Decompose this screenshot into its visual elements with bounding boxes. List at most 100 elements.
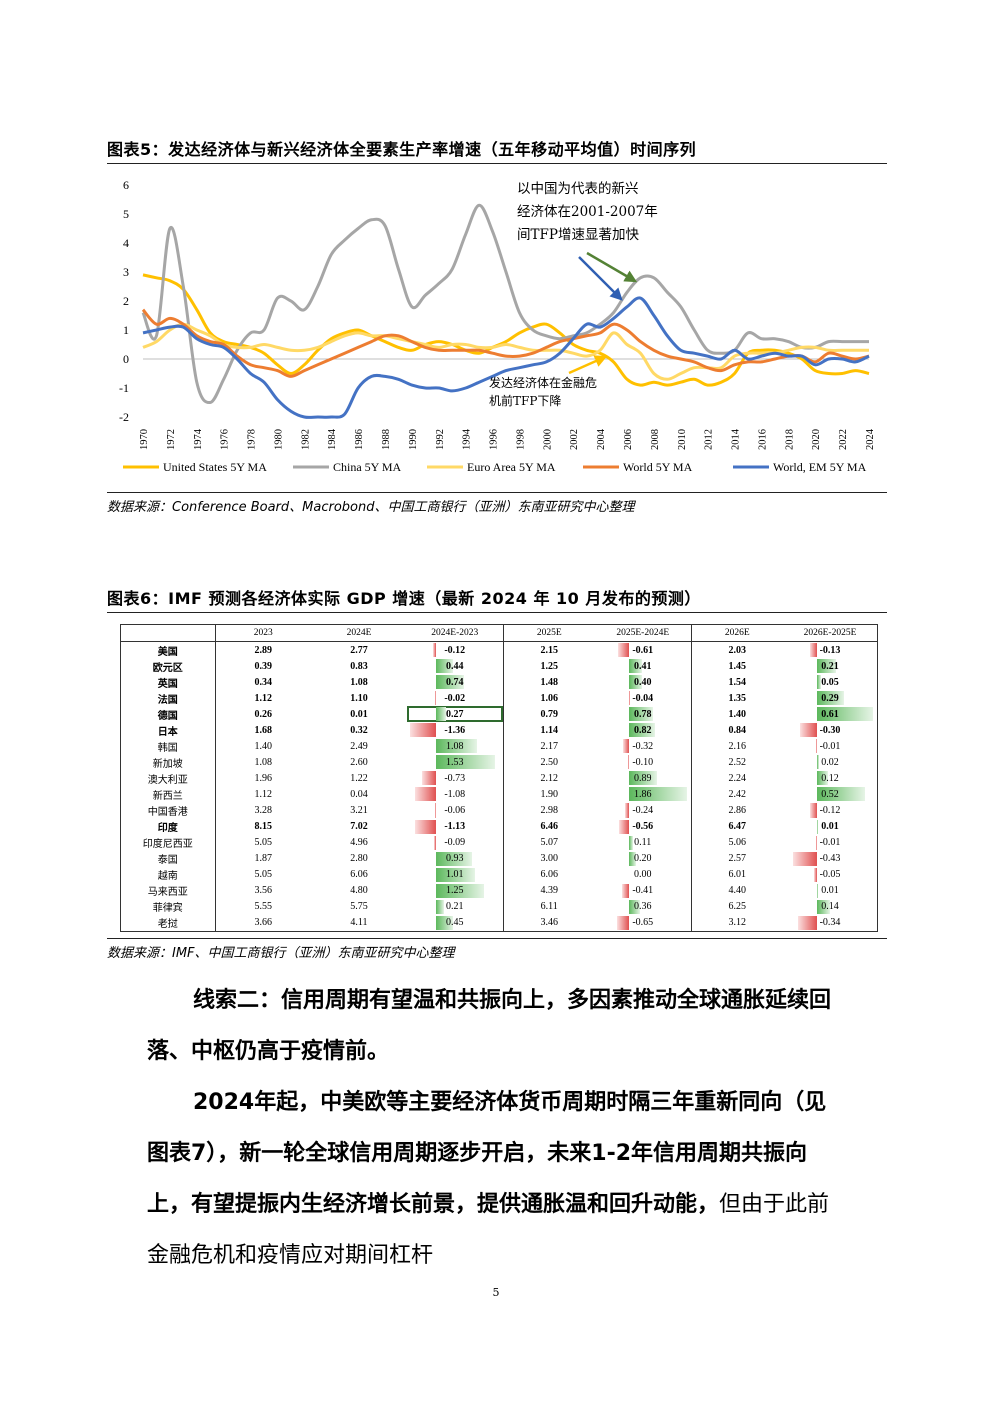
delta-cell: 0.12: [783, 770, 877, 786]
gdp-value: 8.15: [214, 818, 311, 835]
table-row: 中国香港 3.28 3.21 -0.06 2.98 -0.24 2.86 -0.12: [121, 802, 877, 819]
delta-cell: 1.86: [595, 786, 691, 802]
delta-value: 0.36: [634, 901, 652, 913]
negative-bar: [618, 643, 630, 658]
positive-bar: [629, 787, 687, 802]
delta-cell: -0.12: [407, 642, 503, 659]
country-name: 老挝: [157, 919, 178, 931]
table-row: 泰国 1.87 2.80 0.93 3.00 0.20 2.57 -0.43: [121, 850, 877, 867]
gdp-value: 4.11: [350, 917, 368, 929]
table-row: 越南 5.05 6.06 1.01 6.06 0.00 6.01 -0.05: [121, 866, 877, 883]
annotation-emerging-text: 间TFP增速显著加快: [517, 227, 639, 243]
arrow-blue: [578, 256, 623, 301]
x-tick-label: 1982: [300, 429, 311, 450]
delta-value: 0.05: [821, 676, 839, 688]
negative-bar: [814, 867, 817, 882]
gdp-value: 3.12: [690, 914, 783, 931]
table-header-cell: 2025E: [502, 625, 595, 642]
country-name: 新加坡: [152, 758, 183, 770]
gdp-value: 5.55: [214, 898, 311, 915]
annotation-advanced-text: 机前TFP下降: [489, 393, 561, 408]
positive-bar: [629, 851, 636, 866]
table-row: 日本 1.68 0.32 -1.36 1.14 0.82 0.84 -0.30: [121, 722, 877, 739]
table-header-cell: 2024E: [311, 625, 407, 642]
paragraph-credit-cycle-normal: 但由于此前金融危机和疫情应对期间杠杆: [147, 1192, 830, 1268]
annotation-emerging-text: 经济体在2001-2007年: [517, 204, 658, 220]
x-tick-label: 1986: [354, 429, 365, 450]
gdp-value: 1.45: [690, 658, 783, 675]
gdp-value: 2.89: [214, 641, 311, 659]
delta-value: 0.82: [634, 724, 652, 736]
delta-cell: 0.02: [783, 754, 877, 770]
figure6-source: 数据来源：IMF、中国工商银行（亚洲）东南亚研究中心整理: [107, 938, 887, 961]
delta-value: 0.61: [821, 708, 839, 720]
delta-cell: 0.21: [407, 899, 503, 915]
gdp-value: 1.48: [502, 674, 595, 691]
legend-entry: World 5Y MA: [623, 460, 693, 474]
negative-bar: [415, 787, 436, 802]
delta-value: -0.34: [819, 917, 841, 929]
positive-bar: [629, 675, 642, 690]
gdp-value: 5.05: [214, 866, 311, 883]
delta-value: -0.01: [819, 837, 841, 849]
paragraph-credit-cycle-bold: 2024年起，中美欧等主要经济体货币周期时隔三年重新同向（见图表7），新一轮全球…: [147, 1090, 827, 1217]
negative-bar: [623, 739, 630, 754]
x-tick-label: 2024: [865, 428, 876, 450]
delta-value: -0.12: [444, 644, 466, 656]
delta-value: 1.01: [446, 869, 464, 881]
gdp-value: 1.10: [350, 692, 368, 704]
gdp-value: 3.46: [502, 914, 595, 931]
gdp-value: 2.17: [502, 738, 595, 755]
delta-cell: -0.24: [595, 802, 691, 818]
delta-value: 0.27: [446, 708, 464, 720]
delta-value: -0.10: [632, 756, 654, 768]
positive-bar: [816, 691, 844, 706]
delta-cell: -0.13: [783, 642, 877, 659]
gdp-value: 5.75: [350, 901, 368, 913]
negative-bar: [810, 803, 817, 818]
positive-bar: [816, 899, 830, 914]
negative-bar: [816, 739, 817, 754]
x-tick-label: 1990: [408, 429, 419, 450]
gdp-value: 1.22: [350, 772, 368, 784]
delta-value: -0.32: [632, 740, 654, 752]
gdp-value: 2.15: [502, 641, 595, 659]
delta-value: 0.78: [634, 708, 652, 720]
delta-cell: 1.01: [407, 867, 503, 883]
table-row: 新加坡 1.08 2.60 1.53 2.50 -0.10 2.52 0.02: [121, 754, 877, 771]
gdp-value: 2.80: [350, 853, 368, 865]
y-tick-label: 2: [123, 294, 129, 308]
positive-bar: [816, 755, 819, 770]
country-name: 欧元区: [152, 662, 183, 674]
delta-value: 0.40: [634, 676, 652, 688]
delta-cell: -0.56: [595, 819, 691, 835]
y-tick-label: -1: [119, 381, 129, 395]
delta-cell: 0.78: [595, 706, 691, 722]
positive-bar: [435, 883, 484, 898]
gdp-value: 5.05: [214, 834, 311, 851]
x-tick-label: 2002: [569, 429, 580, 450]
y-tick-label: 6: [123, 178, 129, 192]
gdp-value: 7.02: [350, 821, 368, 833]
gdp-value: 1.40: [690, 706, 783, 723]
gdp-value: 0.04: [350, 788, 368, 800]
country-name: 日本: [157, 726, 178, 738]
table-header-cell: 2026E-2025E: [783, 625, 877, 642]
table-row: 印度 8.15 7.02 -1.13 6.46 -0.56 6.47 0.01: [121, 818, 877, 835]
delta-value: 0.52: [821, 788, 839, 800]
positive-bar: [816, 883, 818, 898]
delta-value: 1.86: [634, 788, 652, 800]
legend-entry: China 5Y MA: [333, 460, 402, 474]
delta-value: -0.43: [819, 853, 841, 865]
gdp-value: 2.57: [690, 850, 783, 867]
delta-cell: -0.09: [407, 835, 503, 851]
country-name: 中国香港: [147, 806, 188, 818]
delta-cell: 0.61: [783, 706, 877, 722]
positive-bar: [629, 723, 655, 738]
positive-bar: [435, 867, 475, 882]
arrow-green: [586, 251, 638, 283]
delta-value: 0.21: [446, 901, 464, 913]
gdp-value: 6.11: [502, 898, 595, 915]
table-header-cell: 2024E-2023: [407, 625, 503, 642]
country-name: 泰国: [157, 855, 178, 867]
